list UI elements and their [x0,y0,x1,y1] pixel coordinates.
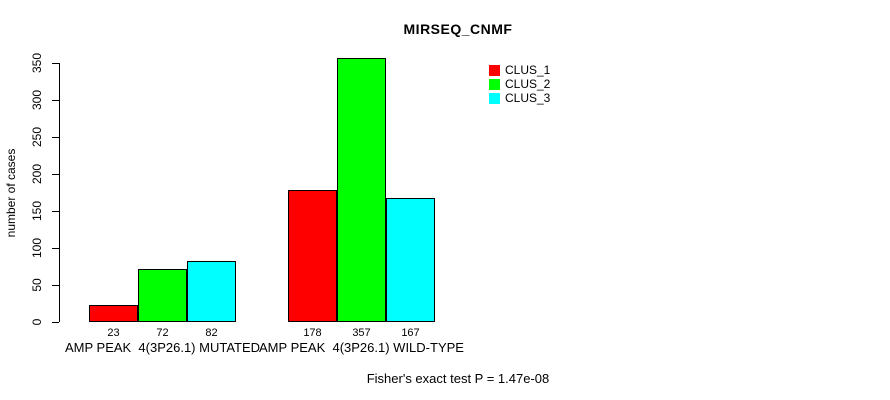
legend-swatch-clus_1 [489,64,500,76]
legend-label: CLUS_1 [505,63,551,77]
y-axis-tick [52,62,59,64]
bar-clus_1-group1 [89,305,138,322]
bar-value-label: 357 [352,327,371,339]
y-axis-tick [52,247,59,249]
legend-swatch-clus_3 [489,92,500,104]
legend-label: CLUS_3 [505,91,551,105]
y-axis-tick-label: 300 [30,89,44,111]
bar-clus_3-group1 [187,261,236,322]
legend-item: CLUS_3 [489,91,550,105]
y-axis-tick-label: 50 [30,278,44,292]
y-axis-tick [52,284,59,286]
y-axis-tick [52,210,59,212]
bar-clus_2-group2 [337,58,386,322]
bar-value-label: 178 [303,327,322,339]
legend-item: CLUS_2 [489,77,550,91]
y-axis-title: number of cases [4,148,18,238]
y-axis-tick-label: 100 [30,237,44,259]
x-axis-category-label: AMP PEAK 4(3P26.1) MUTATED [64,340,261,355]
y-axis-tick [52,136,59,138]
bar-clus_2-group1 [138,269,187,322]
legend-swatch-clus_2 [489,78,500,90]
bar-value-label: 72 [156,327,169,339]
y-axis-tick-label: 250 [30,126,44,148]
y-axis-tick-label: 350 [30,52,44,74]
legend-item: CLUS_1 [489,63,550,77]
bar-value-label: 82 [205,327,218,339]
y-axis-tick [52,173,59,175]
chart-title: MIRSEQ_CNMF [403,21,513,37]
y-axis-tick-label: 0 [30,318,44,326]
y-axis-line [59,63,60,322]
chart-legend: CLUS_1 CLUS_2 CLUS_3 [489,63,550,105]
annotation-text: Fisher's exact test P = 1.47e-08 [366,371,550,386]
legend-label: CLUS_2 [505,77,551,91]
x-axis-category-label: AMP PEAK 4(3P26.1) WILD-TYPE [259,340,464,355]
y-axis-tick [52,321,59,323]
y-axis-tick-label: 200 [30,163,44,185]
y-axis-tick-label: 150 [30,200,44,222]
bar-clus_1-group2 [288,190,337,322]
y-axis-tick [52,99,59,101]
bar-clus_3-group2 [386,198,435,322]
bar-value-label: 23 [107,327,120,339]
bar-value-label: 167 [401,327,420,339]
